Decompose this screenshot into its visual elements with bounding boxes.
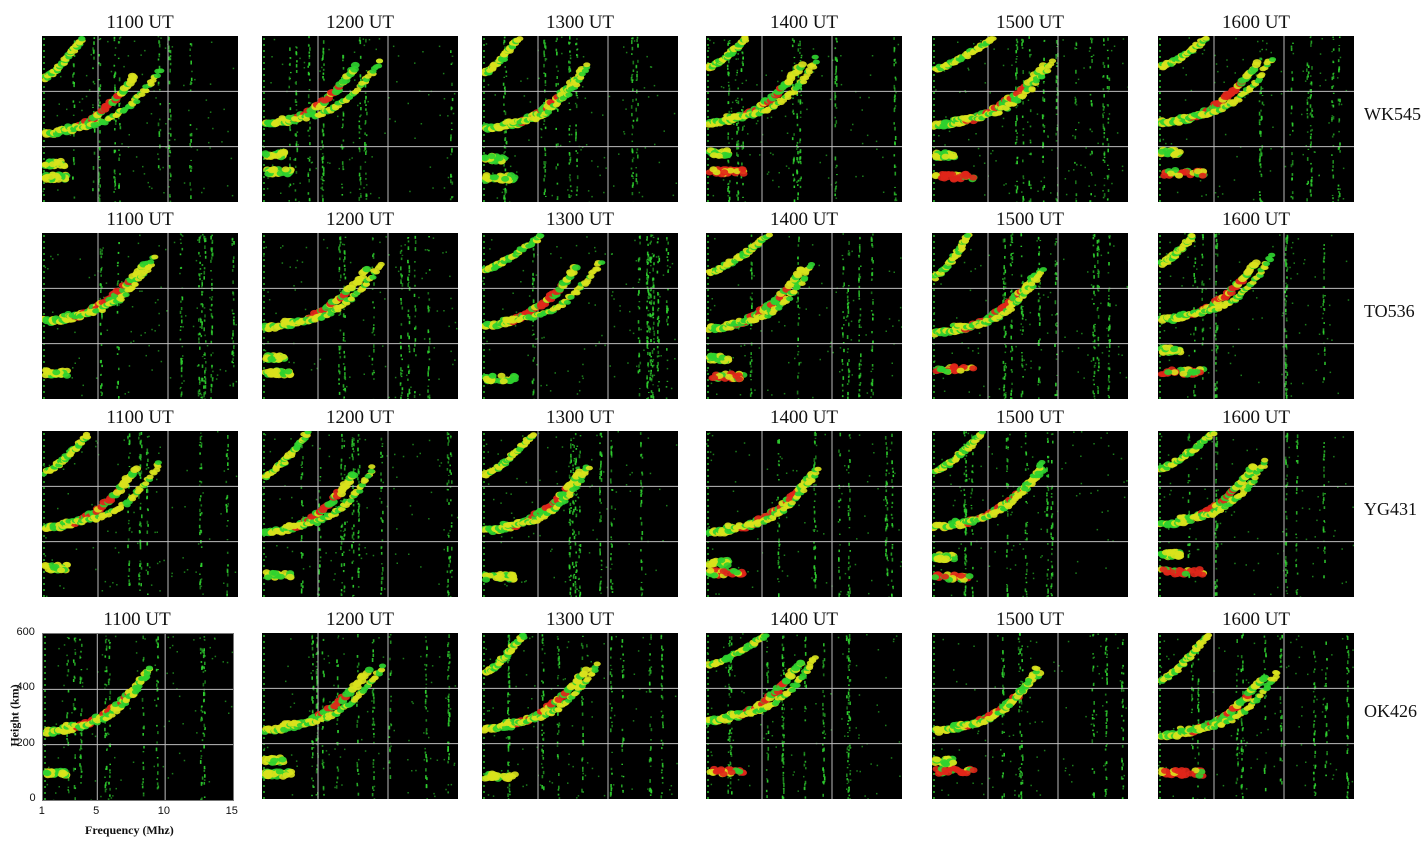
ionogram-plot — [706, 36, 902, 202]
ionogram-plot — [932, 233, 1128, 399]
ionogram-panel — [932, 233, 1128, 399]
ionogram-panel — [262, 633, 458, 799]
time-label: 1500 UT — [995, 609, 1065, 630]
ionogram-plot — [706, 431, 902, 597]
station-label: OK426 — [1364, 701, 1417, 721]
ionogram-plot — [262, 633, 458, 799]
time-label: 1500 UT — [995, 12, 1065, 33]
time-label: 1300 UT — [545, 209, 615, 230]
ionogram-panel — [482, 233, 678, 399]
time-label: 1400 UT — [769, 12, 839, 33]
ionogram-panel — [262, 431, 458, 597]
y-tick-label: 0 — [29, 792, 36, 804]
station-label: TO536 — [1364, 301, 1415, 321]
time-label: 1500 UT — [995, 209, 1065, 230]
ionogram-panel — [262, 233, 458, 399]
x-tick-label: 1 — [38, 805, 45, 817]
ionogram-plot — [706, 233, 902, 399]
time-label: 1400 UT — [769, 609, 839, 630]
time-label: 1600 UT — [1221, 407, 1291, 428]
ionogram-panel — [42, 233, 238, 399]
ionogram-plot — [262, 36, 458, 202]
ionogram-plot — [262, 233, 458, 399]
ionogram-plot — [706, 633, 902, 799]
time-label: 1600 UT — [1221, 609, 1291, 630]
time-label: 1200 UT — [325, 609, 395, 630]
y-tick-label: 200 — [16, 736, 35, 749]
ionogram-plot — [42, 36, 238, 202]
ionogram-panel — [932, 633, 1128, 799]
ionogram-plot — [1158, 431, 1354, 597]
ionogram-plot — [482, 633, 678, 799]
ionogram-plot — [932, 36, 1128, 202]
time-label: 1500 UT — [995, 407, 1065, 428]
time-label: 1100 UT — [103, 609, 171, 630]
time-label: 1200 UT — [325, 209, 395, 230]
time-label: 1200 UT — [325, 407, 395, 428]
time-label: 1600 UT — [1221, 209, 1291, 230]
station-label: YG431 — [1364, 499, 1417, 519]
ionogram-plot — [43, 634, 233, 800]
ionogram-panel — [42, 431, 238, 597]
y-tick-label: 400 — [16, 681, 35, 694]
ionogram-panel — [706, 233, 902, 399]
station-label: WK545 — [1364, 104, 1421, 124]
ionogram-panel — [706, 633, 902, 799]
ionogram-panel — [706, 431, 902, 597]
ionogram-plot — [482, 36, 678, 202]
ionogram-plot — [482, 233, 678, 399]
ionogram-plot — [42, 233, 238, 399]
time-label: 1100 UT — [106, 209, 174, 230]
ionogram-plot — [482, 431, 678, 597]
time-label: 1300 UT — [545, 609, 615, 630]
ionogram-panel — [262, 36, 458, 202]
time-label: 1400 UT — [769, 407, 839, 428]
x-tick-label: 15 — [225, 805, 238, 817]
x-tick-label: 5 — [93, 805, 100, 817]
x-tick-label: 10 — [157, 805, 170, 817]
ionogram-panel — [482, 431, 678, 597]
time-label: 1100 UT — [106, 12, 174, 33]
time-label: 1100 UT — [106, 407, 174, 428]
ionogram-panel — [1158, 431, 1354, 597]
ionogram-panel — [482, 36, 678, 202]
ionogram-panel — [932, 36, 1128, 202]
time-label: 1300 UT — [545, 407, 615, 428]
ionogram-plot — [932, 633, 1128, 799]
ionogram-plot — [932, 431, 1128, 597]
ionogram-plot — [1158, 633, 1354, 799]
ionogram-plot — [262, 431, 458, 597]
ionogram-panel — [42, 36, 238, 202]
ionogram-panel — [1158, 633, 1354, 799]
time-label: 1300 UT — [545, 12, 615, 33]
y-axis-label: Height (km) — [7, 684, 22, 747]
ionogram-panel — [42, 633, 234, 801]
time-label: 1400 UT — [769, 209, 839, 230]
y-tick-label: 600 — [16, 626, 35, 638]
ionogram-plot — [42, 431, 238, 597]
ionogram-panel — [1158, 36, 1354, 202]
ionogram-panel — [932, 431, 1128, 597]
ionogram-plot — [1158, 36, 1354, 202]
ionogram-panel — [1158, 233, 1354, 399]
time-label: 1200 UT — [325, 12, 395, 33]
ionogram-panel — [482, 633, 678, 799]
ionogram-panel — [706, 36, 902, 202]
x-axis-label: Frequency (Mhz) — [85, 823, 174, 837]
time-label: 1600 UT — [1221, 12, 1291, 33]
ionogram-plot — [1158, 233, 1354, 399]
